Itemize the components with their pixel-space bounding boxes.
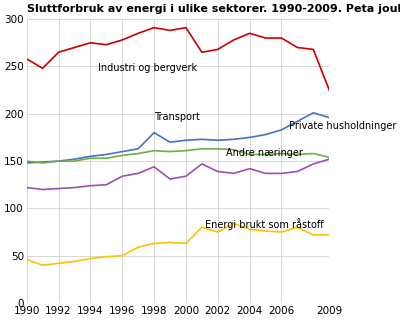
Text: Sluttforbruk av energi i ulike sektorer. 1990-2009. Peta joule: Sluttforbruk av energi i ulike sektorer.… [27, 4, 400, 14]
Text: Andre næringer: Andre næringer [226, 148, 303, 157]
Text: Transport: Transport [154, 112, 200, 122]
Text: Private husholdninger: Private husholdninger [290, 121, 397, 131]
Text: Industri og bergverk: Industri og bergverk [98, 63, 198, 73]
Text: Energi brukt som råstoff: Energi brukt som råstoff [205, 218, 324, 229]
